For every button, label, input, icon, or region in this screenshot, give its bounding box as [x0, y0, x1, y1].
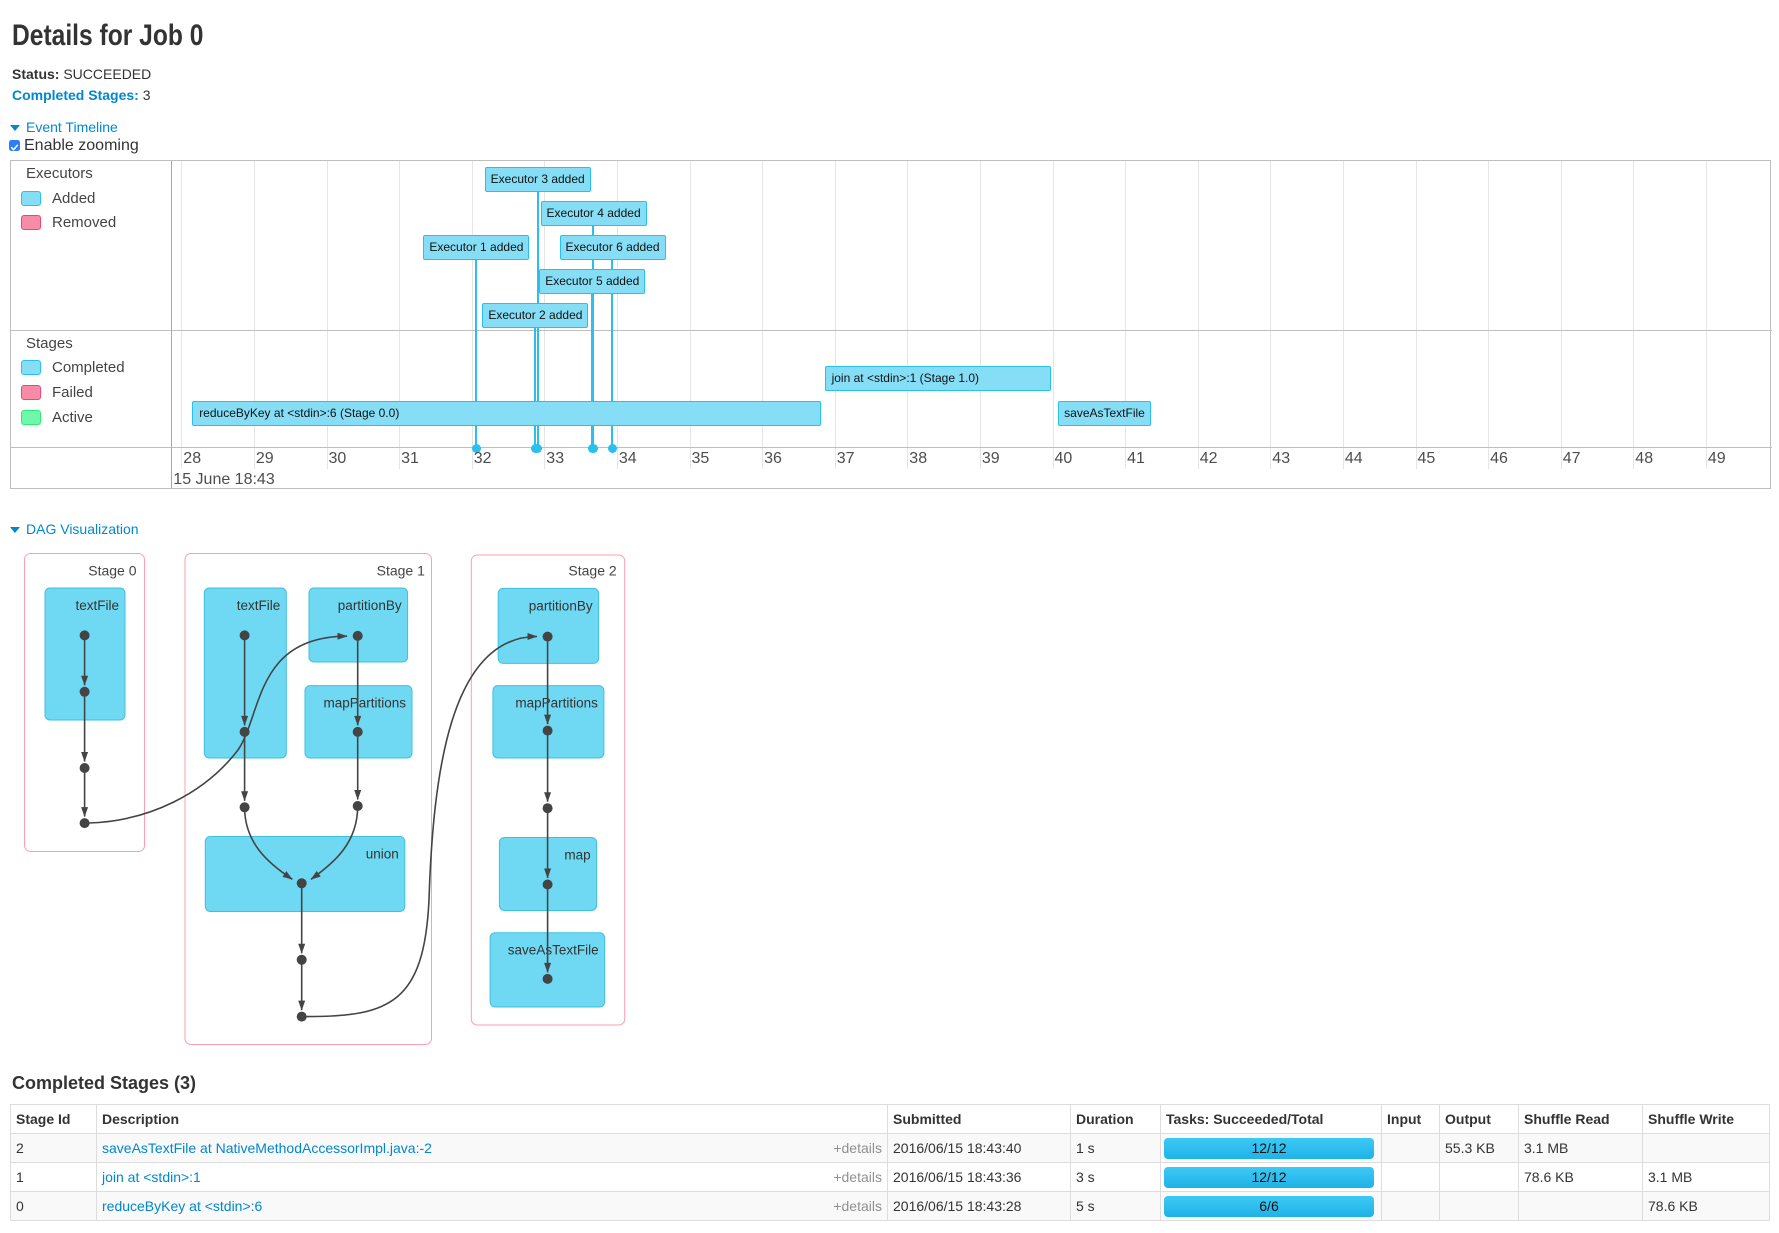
svg-text:saveAsTextFile: saveAsTextFile — [508, 943, 599, 958]
svg-text:partitionBy: partitionBy — [529, 598, 593, 613]
svg-text:textFile: textFile — [75, 598, 119, 613]
svg-text:partitionBy: partitionBy — [338, 598, 402, 613]
svg-text:Stage 0: Stage 0 — [88, 563, 136, 579]
svg-text:Stage 2: Stage 2 — [568, 563, 616, 579]
svg-text:Stage 1: Stage 1 — [377, 563, 425, 579]
svg-text:mapPartitions: mapPartitions — [323, 696, 406, 711]
svg-text:mapPartitions: mapPartitions — [515, 696, 598, 711]
svg-text:map: map — [564, 848, 590, 863]
svg-text:union: union — [366, 847, 399, 862]
svg-text:textFile: textFile — [237, 598, 281, 613]
